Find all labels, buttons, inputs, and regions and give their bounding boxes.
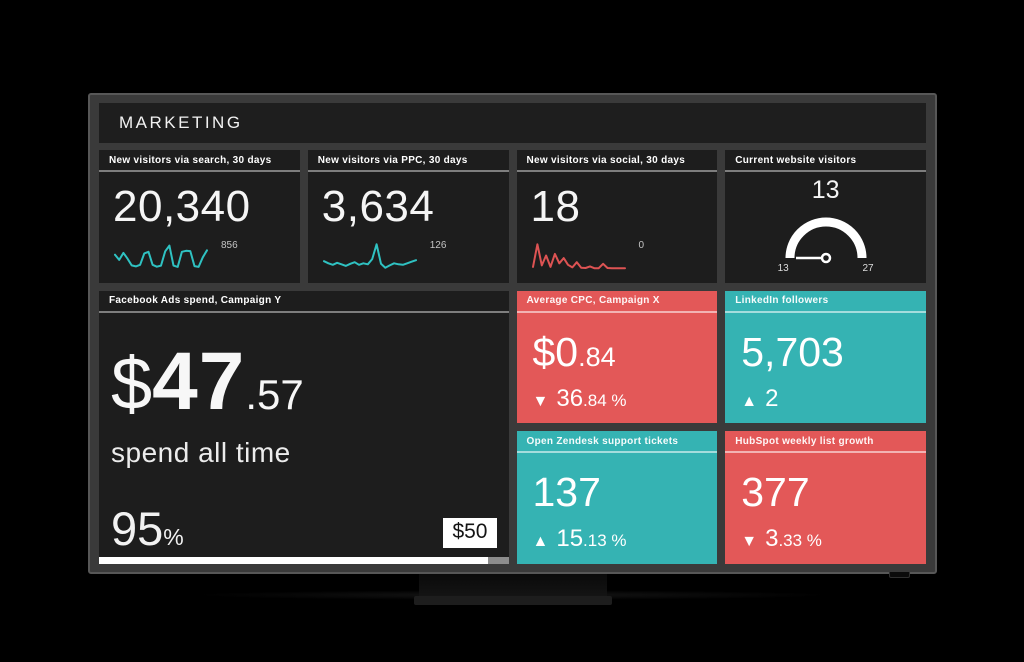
tile-grid: New visitors via search, 30 days 20,340 … [99,150,926,564]
stat-value: 18 [530,182,581,231]
tv-frame: MARKETING New visitors via search, 30 da… [88,93,937,578]
kpi-value-main: 377 [741,469,810,516]
tile-new-visitors-social: New visitors via social, 30 days 18 0 [516,150,718,283]
delta-down-icon: ▼ [741,533,758,551]
delta-value: 36 [556,384,584,412]
delta-down-icon: ▼ [532,392,549,410]
delta-value-sub: .84 % [583,390,627,410]
stat-value: 20,340 [113,182,251,231]
tile-linkedin-followers: LinkedIn followers 5,703 ▲ 2 [725,290,926,424]
delta-value-sub: .33 % [778,531,822,551]
spend-caption: spend all time [111,436,291,468]
tile-zendesk-tickets: Open Zendesk support tickets 137 ▲ 15.13 … [516,431,718,564]
tile-hubspot-list-growth: HubSpot weekly list growth 377 ▼ 3.33 % [725,431,926,564]
sparkline-label: 0 [638,239,645,251]
tv-power-notch [889,572,910,578]
spend-amount: $47.57 [111,335,497,429]
kpi-delta: ▲ 2 [741,385,910,413]
stat-value: 3,634 [321,182,435,231]
tile-title: Current website visitors [725,150,926,172]
gauge-value: 13 [811,176,840,204]
kpi-value: 137 [533,469,702,516]
delta-value: 15 [556,525,584,553]
tile-title: Average CPC, Campaign X [516,291,718,313]
currency-symbol: $ [111,341,153,425]
tile-average-cpc: Average CPC, Campaign X $0.84 ▼ 36.84 % [516,290,718,424]
tile-new-visitors-ppc: New visitors via PPC, 30 days 3,634 126 [307,150,509,283]
kpi-value-main: 5,703 [741,328,844,375]
tile-new-visitors-search: New visitors via search, 30 days 20,340 … [99,150,300,283]
kpi-value: 377 [741,469,910,516]
budget-badge: $50 [443,518,497,548]
kpi-value-sub: .84 [578,341,616,372]
gauge-arc [785,217,867,259]
dashboard-title-bar: MARKETING [99,103,926,143]
tv-stand-base [414,596,612,605]
tile-title: New visitors via social, 30 days [516,150,718,172]
sparkline-label: 126 [429,239,447,251]
tile-title: HubSpot weekly list growth [725,431,926,454]
tile-title: Open Zendesk support tickets [516,431,718,454]
sparkline-chart [322,242,417,269]
delta-value: 2 [765,384,779,412]
tile-title: New visitors via search, 30 days [99,150,300,172]
kpi-delta: ▼ 3.33 % [741,525,910,553]
delta-up-icon: ▲ [741,392,758,410]
delta-up-icon: ▲ [532,533,549,551]
delta-value-sub: .13 % [583,531,627,551]
kpi-delta: ▼ 36.84 % [533,385,702,413]
sparkline-chart [114,244,208,268]
spend-value-dec: .57 [245,370,304,418]
gauge-max-label: 27 [862,263,874,274]
kpi-delta: ▲ 15.13 % [533,525,702,553]
kpi-value: 5,703 [741,329,910,376]
tile-facebook-ads-spend: Facebook Ads spend, Campaign Y $47.57 sp… [99,290,509,564]
sparkline-chart [531,242,626,269]
percent-sign: % [163,524,184,550]
gauge-chart [785,217,867,264]
tv-stand-neck [419,574,607,599]
progress-bar [99,557,509,564]
tile-title: LinkedIn followers [725,291,926,313]
spend-percent: 95% [111,505,184,552]
spend-percent-number: 95 [111,502,164,555]
progress-fill [99,557,489,564]
kpi-value-main: 137 [532,469,601,516]
kpi-value: $0.84 [533,329,702,376]
gauge-hub [820,252,831,264]
delta-value: 3 [765,525,779,553]
kpi-value-main: $0 [532,328,579,375]
tile-title: Facebook Ads spend, Campaign Y [99,291,509,313]
spend-value-int: 47 [152,335,246,427]
dashboard-screen: MARKETING New visitors via search, 30 da… [90,95,935,572]
page-title: MARKETING [119,113,243,132]
tile-title: New visitors via PPC, 30 days [307,150,509,172]
sparkline-label: 856 [221,239,238,251]
tile-current-website-visitors: Current website visitors 13 13 27 [725,150,926,283]
gauge-min-label: 13 [777,263,789,274]
